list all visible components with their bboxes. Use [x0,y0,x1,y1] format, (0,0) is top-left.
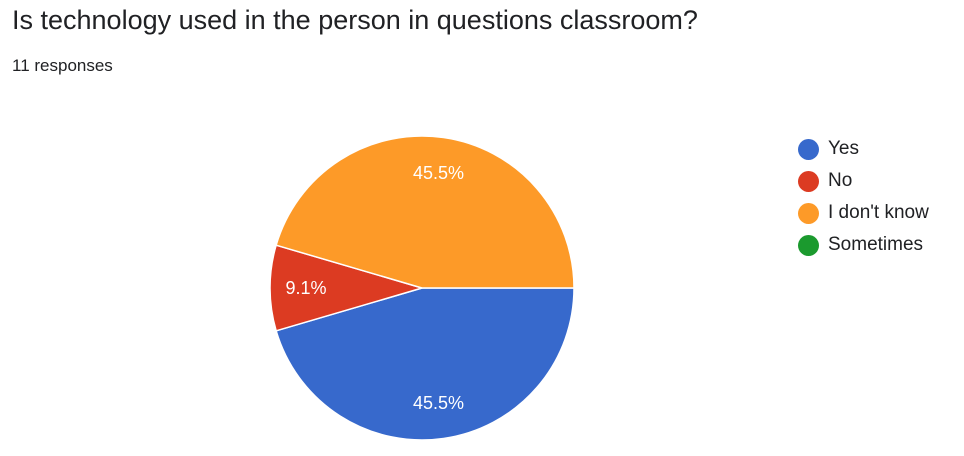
pie-data-label: 45.5% [413,163,464,183]
legend-item-i-dont-know[interactable]: I don't know [798,197,929,229]
pie-data-label: 45.5% [413,393,464,413]
pie-slice-no[interactable] [269,244,423,332]
legend-swatch-yes [798,138,819,160]
legend-label-i-dont-know: I don't know [828,202,929,223]
legend-label-sometimes: Sometimes [828,234,924,255]
legend-item-no[interactable]: No [798,165,929,197]
question-title: Is technology used in the person in ques… [12,5,698,35]
legend-swatch-no [798,170,819,192]
pie-slice-yes[interactable] [275,287,575,441]
legend-swatch-sometimes [798,234,819,256]
legend-swatch-i-dont-know [798,202,819,224]
legend-label-yes: Yes [828,138,859,159]
chart-legend: Yes No I don't know Sometimes [798,133,929,261]
pie-slice-i-don-t-know[interactable] [275,135,575,289]
legend-label-no: No [828,170,853,191]
response-count: 11 responses [12,56,113,75]
pie-data-label: 9.1% [285,278,326,298]
legend-item-yes[interactable]: Yes [798,133,929,165]
legend-item-sometimes[interactable]: Sometimes [798,229,929,261]
